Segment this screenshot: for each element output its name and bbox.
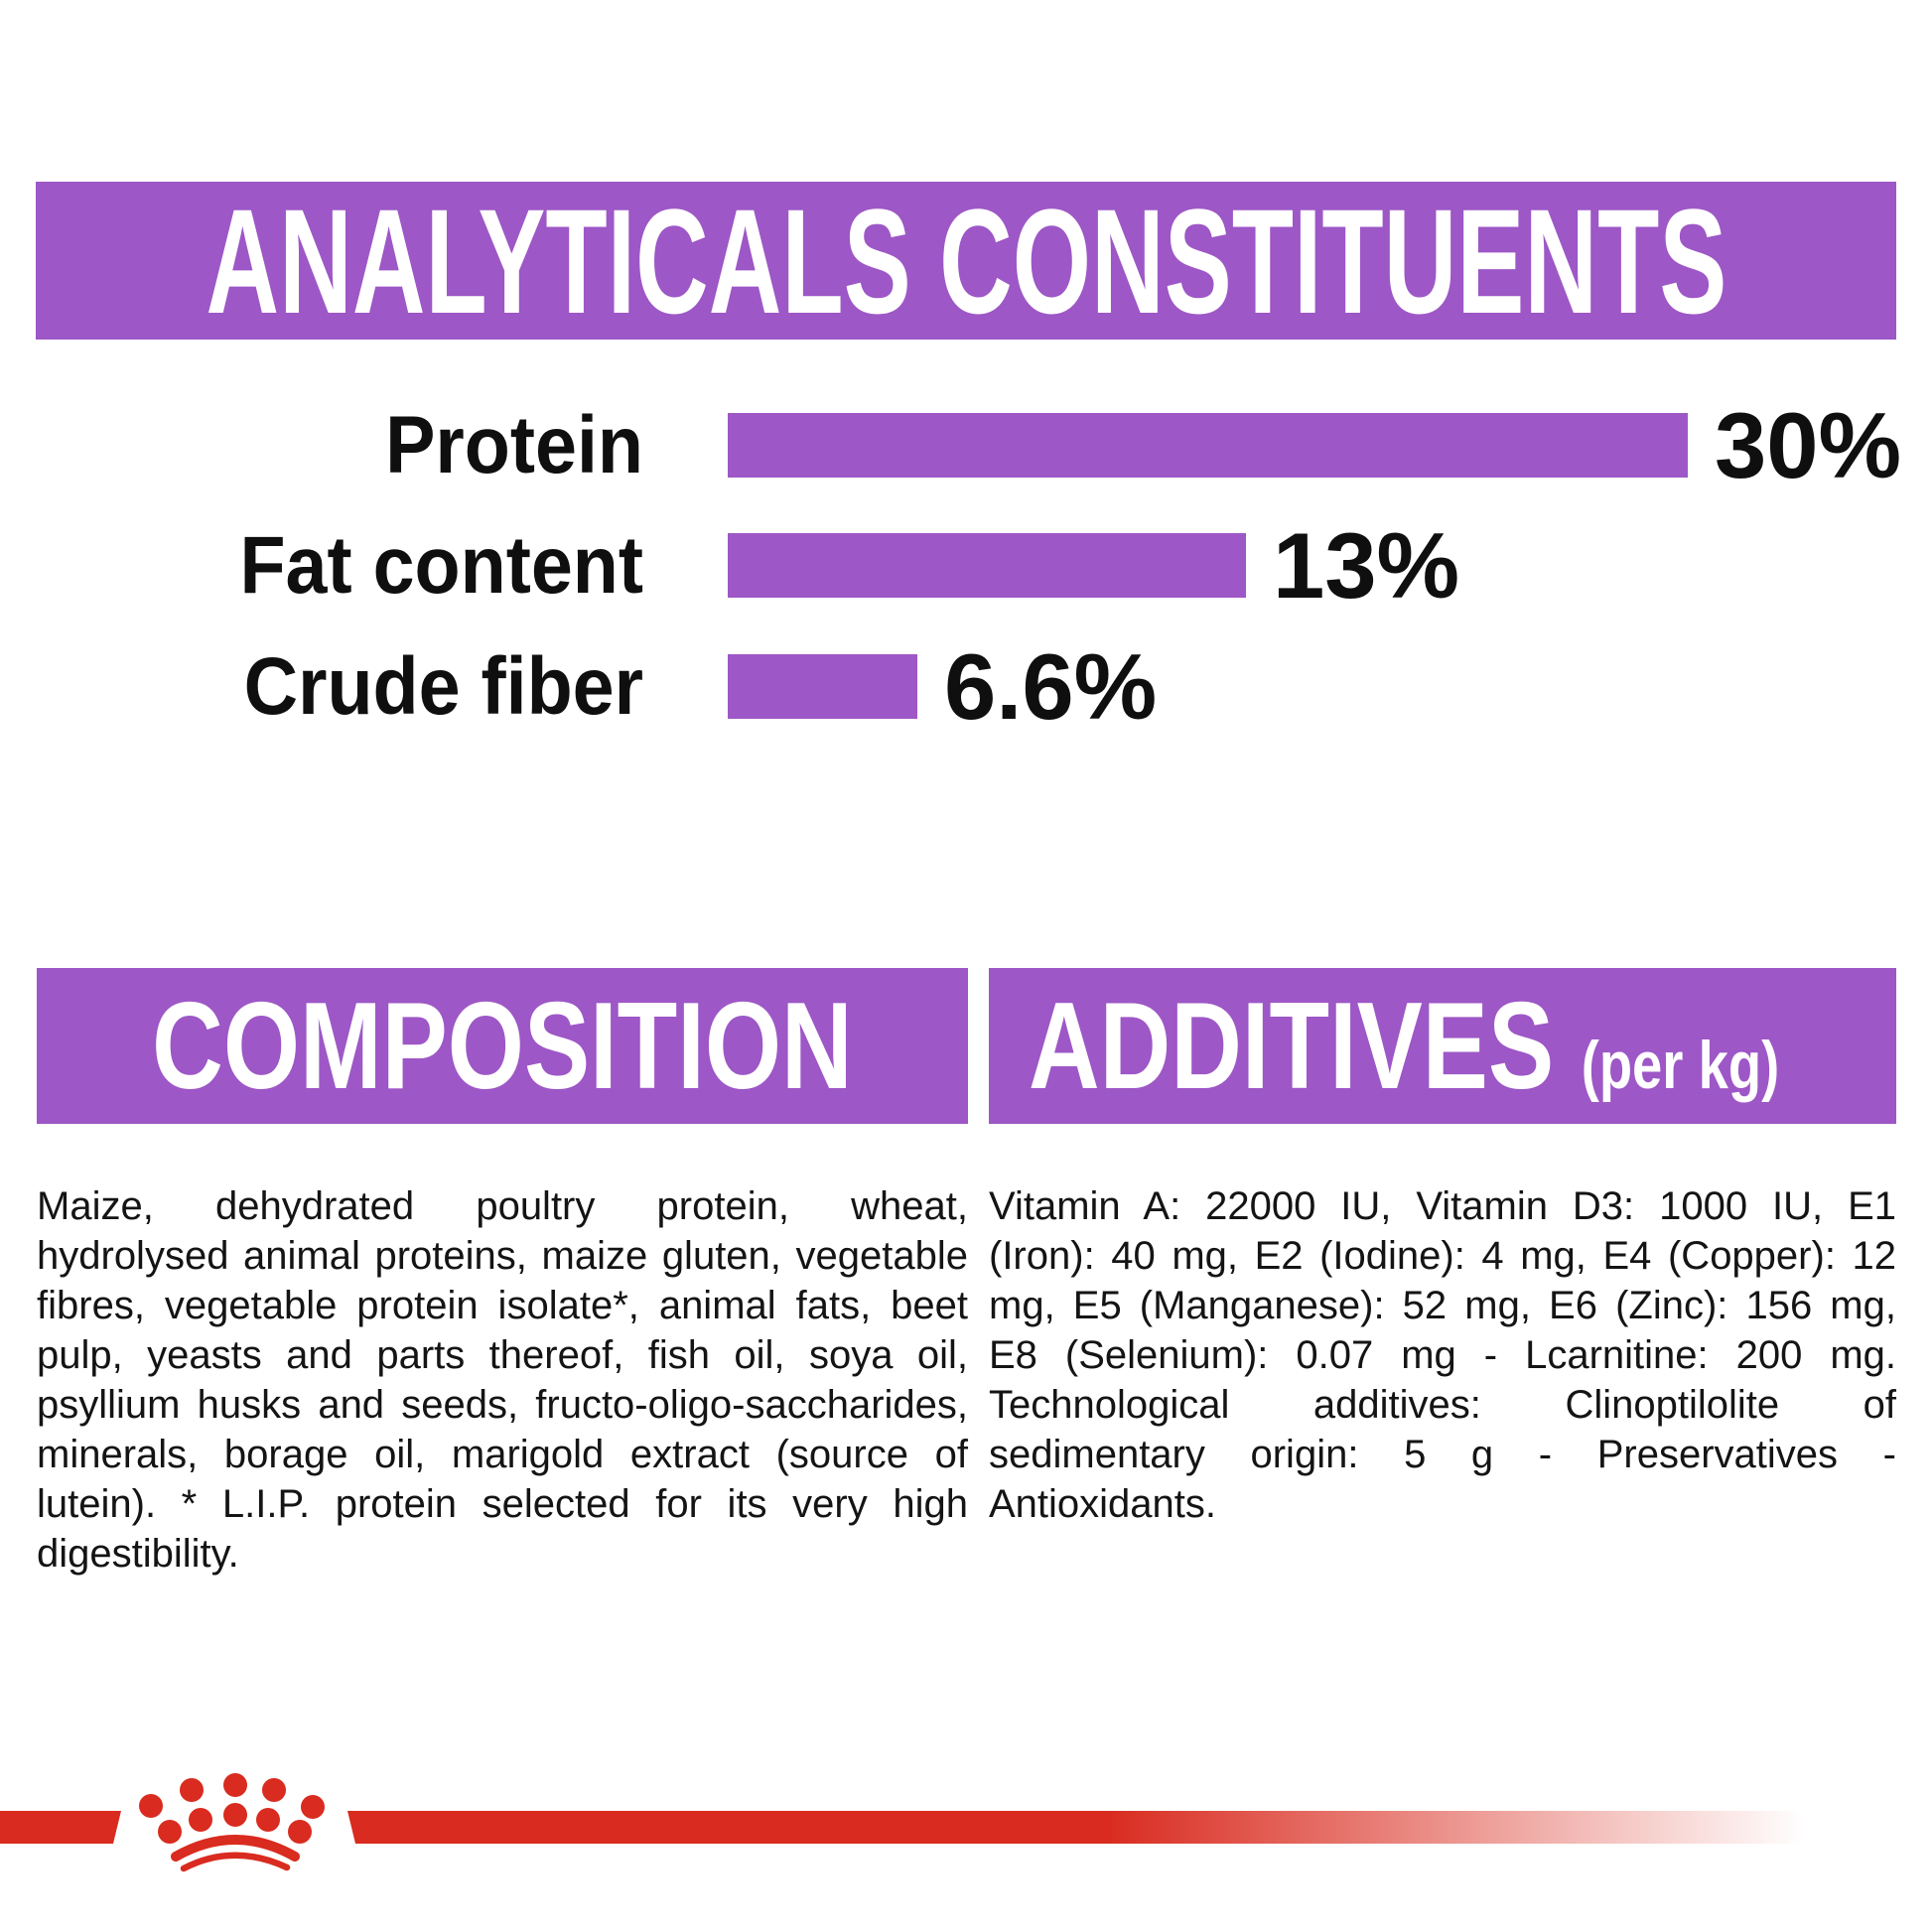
bar-protein [728, 413, 1688, 478]
additives-text: Vitamin A: 22000 IU, Vitamin D3: 1000 IU… [989, 1184, 1896, 1526]
banner-title: ANALYTICALS CONSTITUENTS [206, 177, 1726, 345]
additives-heading: ADDITIVES [1029, 977, 1555, 1115]
additives-heading-suffix: (per kg) [1581, 1027, 1780, 1103]
chart-row: Fat content 13% [0, 518, 1932, 612]
brand-ribbon-left [0, 1811, 121, 1844]
bar-label-crude-fiber: Crude fiber [243, 640, 644, 732]
royal-canin-crown-icon [139, 1773, 325, 1872]
bar-label-protein: Protein [385, 399, 643, 490]
chart-row: Crude fiber 6.6% [0, 639, 1932, 733]
composition-header: COMPOSITION [37, 968, 968, 1124]
bar-crude-fiber [728, 654, 917, 719]
additives-header: ADDITIVES (per kg) [989, 968, 1896, 1124]
chart-row: Protein 30% [0, 398, 1932, 491]
brand-ribbon-right [347, 1811, 1805, 1844]
bar-label-fat-content: Fat content [239, 519, 643, 611]
composition-text: Maize, dehydrated poultry protein, wheat… [37, 1184, 968, 1576]
bar-value-protein: 30% [1715, 392, 1902, 497]
bar-value-fat-content: 13% [1273, 512, 1460, 618]
analyticals-banner: ANALYTICALS CONSTITUENTS [36, 182, 1896, 340]
bar-fat-content [728, 533, 1246, 598]
composition-heading: COMPOSITION [152, 977, 853, 1115]
bar-value-crude-fiber: 6.6% [944, 633, 1158, 739]
